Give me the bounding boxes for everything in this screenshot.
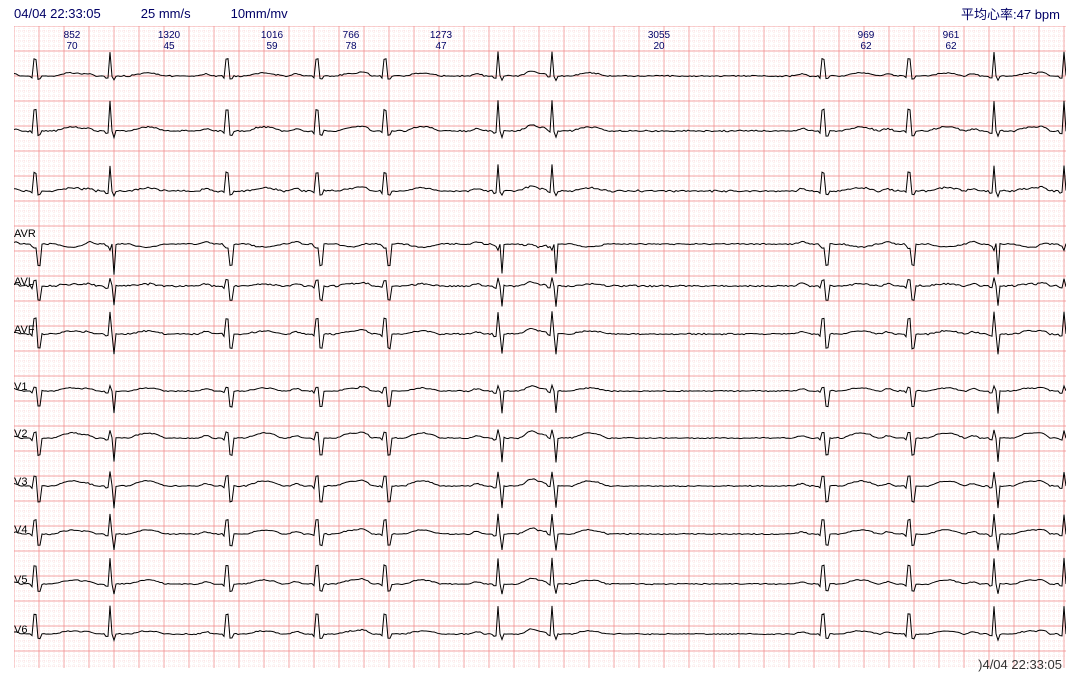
paper-speed: 25 mm/s [141,6,191,21]
lead-label-avr: AVR [14,228,36,240]
rr-interval-ms: 1320 [149,30,189,41]
lead-trace-v4 [14,514,1066,551]
ecg-header: 04/04 22:33:05 25 mm/s 10mm/mv 平均心率:47 b… [0,0,1080,26]
rr-interval-ms: 961 [931,30,971,41]
interval-marker: 127347 [421,30,461,52]
rr-interval-hr: 78 [331,41,371,52]
lead-trace-v3 [14,471,1066,508]
footer-timestamp: )4/04 22:33:05 [978,657,1062,672]
interval-marker: 101659 [252,30,292,52]
rr-interval-hr: 59 [252,41,292,52]
interval-marker: 96162 [931,30,971,52]
ecg-canvas [14,26,1066,668]
interval-marker: 96962 [846,30,886,52]
lead-trace-v1 [14,385,1066,413]
rr-interval-ms: 1273 [421,30,461,41]
rr-interval-hr: 62 [931,41,971,52]
gain: 10mm/mv [231,6,288,21]
interval-marker: 132045 [149,30,189,52]
rr-interval-hr: 20 [639,41,679,52]
lead-label-v1: V1 [14,381,27,393]
interval-marker: 305520 [639,30,679,52]
lead-label-avf: AVF [14,324,35,336]
rr-interval-ms: 969 [846,30,886,41]
rr-interval-ms: 1016 [252,30,292,41]
interval-marker: 85270 [52,30,92,52]
rr-interval-hr: 62 [846,41,886,52]
lead-trace-avf [14,311,1066,354]
lead-label-v6: V6 [14,624,27,636]
lead-trace-iii [14,164,1066,196]
rr-interval-hr: 45 [149,41,189,52]
lead-label-v5: V5 [14,574,27,586]
lead-label-v2: V2 [14,428,27,440]
timestamp: 04/04 22:33:05 [14,6,101,21]
rr-interval-hr: 47 [421,41,461,52]
ecg-report: 04/04 22:33:05 25 mm/s 10mm/mv 平均心率:47 b… [0,0,1080,678]
rr-interval-ms: 852 [52,30,92,41]
lead-trace-avl [14,277,1066,306]
interval-marker: 76678 [331,30,371,52]
rr-interval-ms: 766 [331,30,371,41]
rr-interval-hr: 70 [52,41,92,52]
avg-heart-rate: 平均心率:47 bpm [961,4,1060,23]
lead-label-avl: AVL [14,276,34,288]
lead-label-v4: V4 [14,524,27,536]
lead-label-v3: V3 [14,476,27,488]
rr-interval-ms: 3055 [639,30,679,41]
ecg-plot-area: AVR AVL AVF V1 V2 V3 V4 V5 V6 85270 132045 101659 76… [14,26,1066,668]
